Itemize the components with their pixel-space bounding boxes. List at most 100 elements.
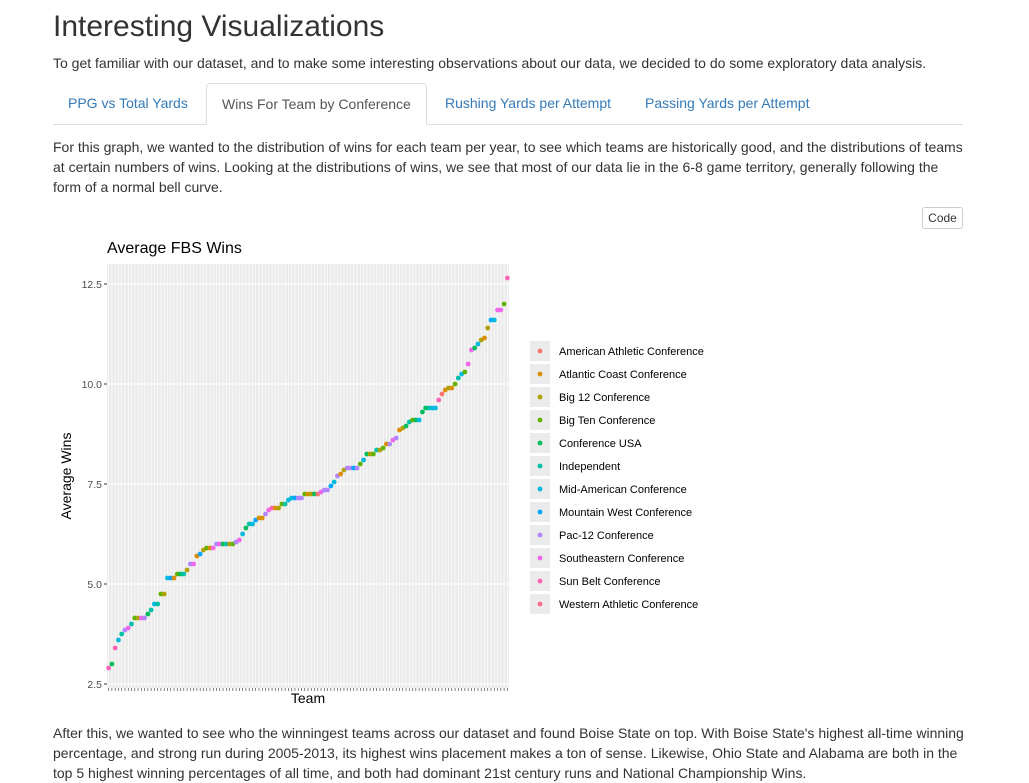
description-paragraph: For this graph, we wanted to the distrib… — [53, 139, 963, 195]
data-point — [116, 637, 121, 643]
y-tick-label: 5.0 — [87, 579, 102, 591]
legend-swatch — [537, 601, 543, 607]
data-point — [472, 345, 478, 351]
tab-bar: PPG vs Total Yards Wins For Team by Conf… — [53, 83, 963, 125]
data-point — [161, 591, 167, 597]
data-point — [191, 561, 197, 567]
legend-label: Independent — [559, 461, 620, 473]
legend-swatch — [537, 509, 543, 515]
y-tick-label: 7.5 — [87, 479, 102, 491]
tab-rushing-yards-per-attempt[interactable]: Rushing Yards per Attempt — [445, 95, 612, 111]
data-point — [380, 445, 386, 451]
followup-paragraph: After this, we wanted to see who the win… — [53, 725, 964, 781]
data-point — [125, 625, 131, 631]
legend-swatch — [537, 440, 543, 446]
legend-swatch — [537, 417, 543, 423]
legend-label: Western Athletic Conference — [559, 599, 698, 611]
data-point — [276, 505, 281, 511]
page-title: Interesting Visualizations — [53, 10, 385, 43]
legend-swatch — [537, 578, 543, 584]
data-point — [436, 397, 442, 403]
legend-label: Mountain West Conference — [559, 507, 692, 519]
data-point — [354, 465, 360, 471]
data-point — [433, 405, 438, 411]
y-axis-label: Average Wins — [58, 433, 74, 520]
legend-label: American Athletic Conference — [559, 346, 704, 358]
data-point — [282, 501, 288, 507]
data-point — [259, 515, 265, 521]
data-point — [370, 451, 376, 457]
data-point — [250, 521, 255, 527]
data-point — [455, 375, 461, 381]
data-point — [504, 275, 510, 281]
data-point — [338, 471, 344, 477]
data-point — [109, 661, 115, 667]
data-point — [439, 391, 445, 397]
data-point — [197, 551, 203, 557]
data-point — [485, 325, 491, 331]
data-point — [184, 567, 190, 573]
data-point — [357, 461, 363, 467]
data-point — [240, 531, 246, 537]
tab-passing-yards-per-attempt[interactable]: Passing Yards per Attempt — [645, 95, 810, 111]
legend-swatch — [537, 532, 543, 538]
data-point — [236, 537, 242, 543]
data-point — [462, 369, 468, 375]
data-point — [155, 601, 161, 607]
data-point — [145, 611, 151, 617]
legend-swatch — [537, 394, 543, 400]
tab-wins-by-conference[interactable]: Wins For Team by Conference — [206, 83, 427, 125]
legend-label: Big 12 Conference — [559, 392, 650, 404]
legend-swatch — [537, 486, 543, 492]
legend-label: Mid-American Conference — [559, 484, 687, 496]
data-point — [491, 317, 497, 323]
data-point — [416, 417, 422, 423]
scatter-chart: 2.5 5.0 7.5 10.0 12.5 Average FBS Wins Team Ave… — [58, 240, 704, 706]
data-point — [181, 571, 187, 577]
y-tick-label: 10.0 — [82, 379, 103, 391]
data-point — [475, 341, 481, 347]
data-point — [112, 645, 118, 651]
legend-swatch — [537, 555, 543, 561]
code-toggle-button[interactable]: Code — [922, 207, 963, 229]
data-point — [129, 621, 134, 627]
legend-label: Pac-12 Conference — [559, 530, 654, 542]
data-point — [449, 385, 455, 391]
data-point — [482, 335, 487, 341]
legend-label: Atlantic Coast Conference — [559, 369, 687, 381]
data-point — [263, 511, 268, 517]
data-point — [393, 435, 399, 441]
data-point — [331, 479, 337, 485]
legend-swatch — [537, 463, 543, 469]
data-point — [501, 301, 507, 307]
legend-label: Big Ten Conference — [559, 415, 655, 427]
data-point — [328, 483, 334, 489]
data-point — [119, 631, 125, 637]
data-point — [142, 615, 147, 621]
tab-ppg-vs-total-yards[interactable]: PPG vs Total Yards — [68, 95, 188, 111]
legend-label: Sun Belt Conference — [559, 576, 661, 588]
chart-title: Average FBS Wins — [107, 240, 242, 257]
y-tick-label: 12.5 — [82, 279, 103, 291]
data-point — [403, 423, 409, 429]
data-point — [299, 495, 304, 501]
legend-swatch — [537, 371, 543, 377]
legend-swatch — [537, 348, 543, 354]
data-point — [243, 525, 249, 531]
legend-label: Conference USA — [559, 438, 642, 450]
data-point — [210, 545, 216, 551]
data-point — [452, 381, 458, 387]
data-point — [148, 607, 154, 613]
legend-label: Southeastern Conference — [559, 553, 684, 565]
data-point — [419, 409, 425, 415]
data-point — [171, 575, 177, 581]
data-point — [361, 457, 366, 463]
data-point — [106, 665, 112, 671]
intro-text: To get familiar with our dataset, and to… — [53, 55, 927, 71]
data-point — [387, 441, 393, 447]
data-point — [498, 307, 504, 313]
y-tick-label: 2.5 — [87, 679, 102, 691]
data-point — [325, 487, 331, 493]
data-point — [465, 361, 471, 367]
x-axis-label: Team — [291, 690, 325, 706]
